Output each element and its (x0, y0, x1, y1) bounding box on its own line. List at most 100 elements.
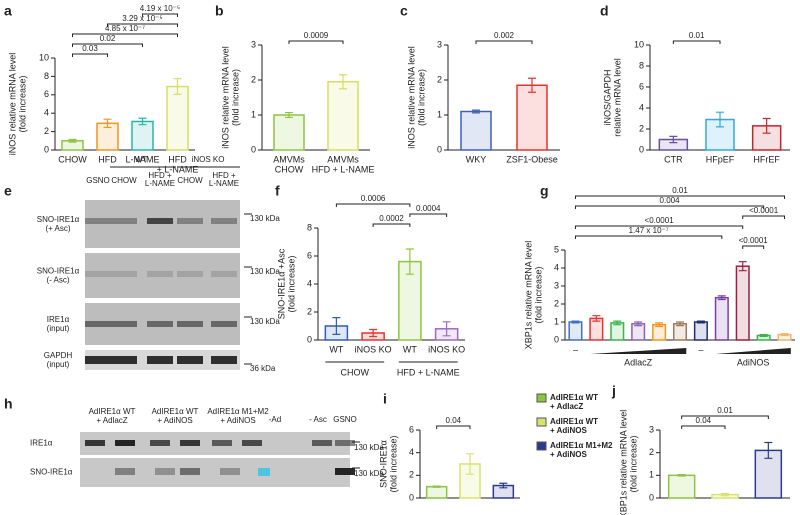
blot-band (211, 321, 237, 327)
significance-bracket (574, 225, 744, 229)
blot-band (211, 271, 237, 277)
error-bar (472, 109, 480, 114)
significance-bracket (107, 23, 178, 27)
blot-band (85, 271, 111, 277)
significance-bracket (409, 213, 448, 217)
blot-band (85, 218, 111, 224)
y-tick-label: 0 (44, 144, 49, 154)
blot-band (85, 321, 111, 327)
lane-label: HFD + (212, 171, 236, 180)
blot-row-label: (+ Asc) (45, 224, 70, 233)
error-bar (613, 320, 622, 326)
y-axis-label: (fold increase) (416, 69, 426, 126)
bar (735, 265, 750, 341)
significance-bracket (142, 13, 178, 17)
significance-bracket (335, 203, 411, 207)
p-value: 0.0002 (379, 214, 404, 223)
error-bar (432, 485, 441, 488)
y-tick-label: 10 (634, 39, 644, 49)
y-tick-label: 8 (639, 60, 644, 70)
p-value: 0.0004 (416, 204, 441, 213)
bar (425, 485, 448, 499)
y-tick-label: 2 (554, 298, 559, 308)
error-bar (173, 78, 182, 95)
y-axis-label: (fold increase) (533, 266, 543, 323)
y-tick-label: 8 (44, 71, 49, 81)
p-value: <0.0001 (749, 206, 779, 215)
lane-label: AdIRE1α M1+M2 (207, 407, 269, 416)
error-bar (655, 322, 664, 328)
p-value: 3.29 x 10⁻⁵ (122, 14, 162, 23)
y-tick-label: 4 (44, 108, 49, 118)
blot-row-label: (- Asc) (46, 276, 69, 285)
bar (131, 120, 154, 151)
size-label: 130 kDa (354, 469, 384, 478)
y-tick-label: 3 (251, 39, 256, 49)
x-tick-label: HFrEF (753, 154, 780, 164)
error-bar (405, 248, 414, 275)
marker-highlight (258, 468, 270, 476)
y-axis-label: relative mRNA level (612, 58, 622, 137)
legend-label: AdIRE1α WT (550, 393, 598, 402)
panel-letter: f (275, 183, 280, 199)
bar (672, 323, 688, 341)
lane-label: - Asc (309, 415, 327, 424)
legend-swatch (536, 441, 547, 451)
y-tick-label: 10 (39, 52, 49, 62)
p-value: 0.004 (660, 196, 681, 205)
y-tick-label: 6 (44, 89, 49, 99)
x-tick-label: CHOW (275, 164, 304, 174)
y-tick-label: 2 (409, 470, 414, 480)
blot-row-label: SNO-IRE1α (37, 267, 80, 276)
y-tick-label: 4 (639, 102, 644, 112)
p-value: 0.01 (717, 406, 733, 415)
bar (327, 81, 359, 151)
y-tick-label: 2 (307, 306, 312, 316)
significance-bracket (288, 40, 344, 44)
x-tick-label: WKY (466, 154, 487, 164)
legend-label: + AdiNOS (550, 426, 587, 435)
strain-label: iNOS KO (192, 155, 225, 164)
error-bar (138, 117, 147, 126)
x-tick-label: iNOS KO (355, 344, 392, 354)
blot-band (147, 356, 173, 364)
error-bar (676, 321, 684, 327)
p-value: 0.002 (494, 31, 515, 40)
blot-band (177, 218, 203, 224)
y-tick-label: 2 (44, 126, 49, 136)
significance-bracket (681, 415, 769, 419)
significance-bracket (436, 425, 471, 429)
blot-band (242, 440, 262, 446)
blot-band (147, 271, 173, 277)
significance-bracket (574, 235, 723, 239)
y-tick-label: 2 (649, 447, 654, 457)
blot-band (85, 440, 105, 446)
y-tick-label: 4 (409, 447, 414, 457)
p-value: 0.04 (446, 416, 462, 425)
bar (714, 296, 729, 341)
bar (568, 321, 583, 341)
lane-label: + AdlacZ (96, 416, 127, 425)
blot-band (111, 271, 137, 277)
bar (693, 321, 708, 341)
blot-band (212, 440, 232, 446)
legend-label: AdIRE1α M1+M2 (550, 441, 613, 450)
y-axis-label: iNOS relative mRNA level (220, 46, 230, 149)
error-bar (762, 117, 771, 134)
blot-row-label: (input) (47, 360, 70, 369)
blot-row-label: (input) (47, 324, 70, 333)
strain-label: WT (135, 155, 148, 164)
x-tick-label: WT (403, 344, 417, 354)
x-tick-label: HFD + L-NAME (312, 164, 375, 174)
y-tick-label: 0 (554, 334, 559, 344)
bar (460, 110, 492, 151)
y-tick-label: 6 (639, 81, 644, 91)
error-bar (369, 328, 378, 338)
y-tick-label: 0 (251, 144, 256, 154)
significance-bracket (742, 245, 765, 249)
lane-label: AdIRE1α WT (152, 407, 199, 416)
error-bar (103, 118, 112, 129)
x-tick-label: L-NAME (125, 154, 159, 164)
p-value: 0.0006 (361, 194, 386, 203)
y-axis-label: SNO-IRE1α +Asc (276, 248, 286, 319)
